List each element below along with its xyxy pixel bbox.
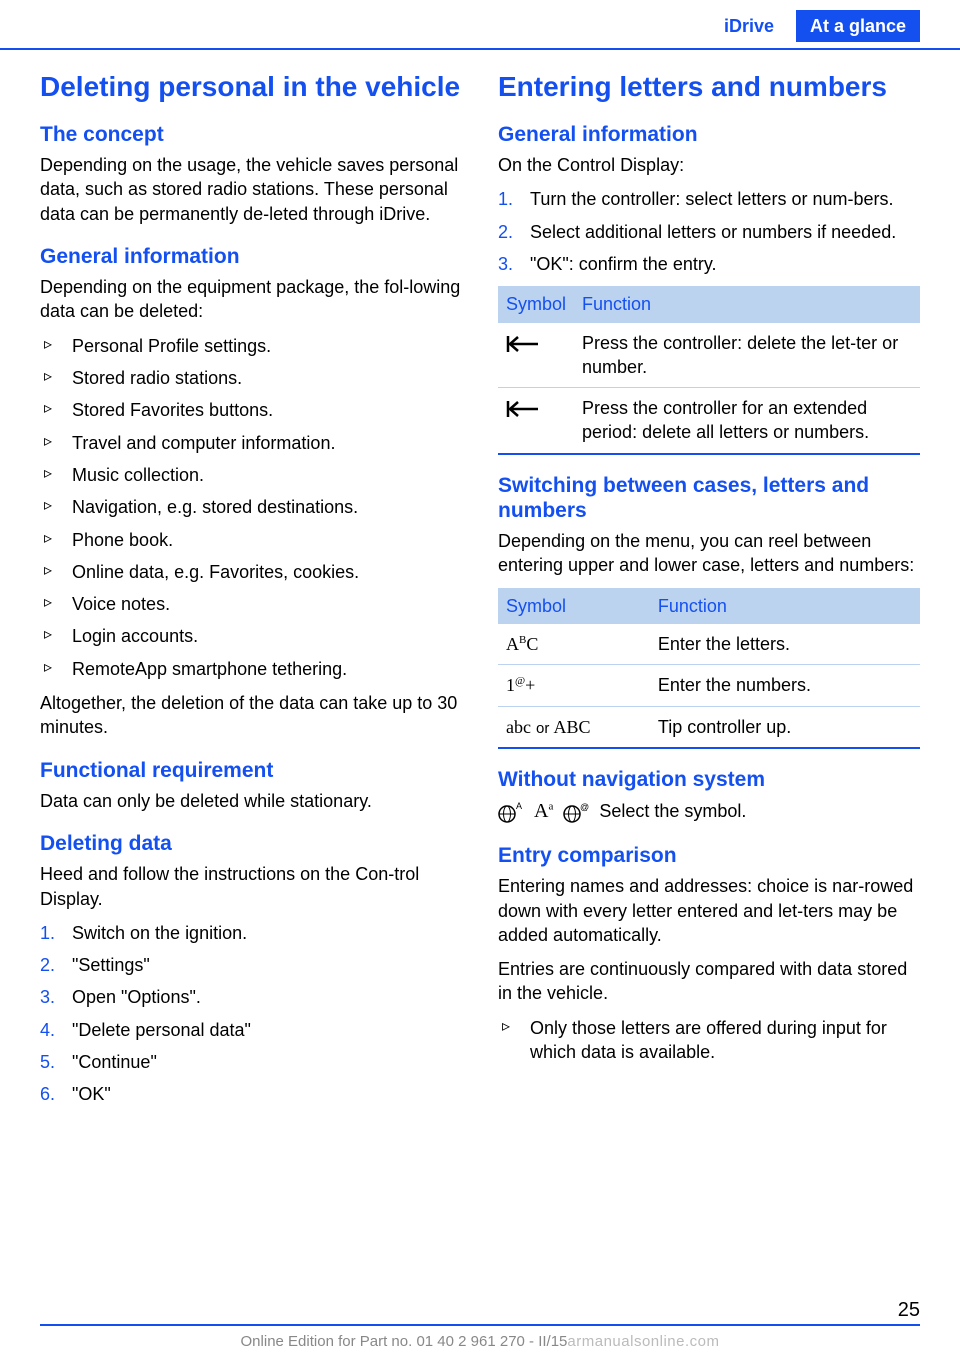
list-item: Select additional letters or numbers if …	[498, 220, 920, 244]
list-item: Navigation, e.g. stored destinations.	[40, 495, 462, 519]
table-row: 1@+ Enter the numbers.	[498, 665, 920, 706]
numbers-icon: 1@+	[506, 675, 535, 695]
abc-caps-icon: ABC	[554, 717, 591, 737]
list-item: Only those letters are offered during in…	[498, 1016, 920, 1065]
cell-function: Press the controller for an extended per…	[574, 388, 920, 454]
footer-rule	[40, 1324, 920, 1326]
list-item: Personal Profile settings.	[40, 334, 462, 358]
p-funcreq: Data can only be deleted while stationar…	[40, 789, 462, 813]
bullet-list-entrycomp: Only those letters are offered during in…	[498, 1016, 920, 1065]
globe-a-icon: A	[498, 801, 524, 823]
list-item: "OK"	[40, 1082, 462, 1106]
list-item: Stored Favorites buttons.	[40, 398, 462, 422]
backspace-icon	[506, 399, 540, 419]
list-item: "Delete personal data"	[40, 1018, 462, 1042]
list-item: Login accounts.	[40, 624, 462, 648]
list-item: Switch on the ignition.	[40, 921, 462, 945]
list-item: "Continue"	[40, 1050, 462, 1074]
table-row: Press the controller: delete the let‐ter…	[498, 323, 920, 388]
globe-at-icon: @	[563, 801, 589, 823]
cell-symbol	[498, 388, 574, 454]
list-item: Voice notes.	[40, 592, 462, 616]
ordered-list-entry-steps: Turn the controller: select letters or n…	[498, 187, 920, 276]
table-row: ABC Enter the letters.	[498, 624, 920, 665]
backspace-icon	[506, 334, 540, 354]
svg-text:@: @	[580, 802, 589, 812]
cell-function: Tip controller up.	[650, 706, 920, 748]
list-item: "OK": confirm the entry.	[498, 252, 920, 276]
header-tab-chapter: At a glance	[796, 10, 920, 42]
p-concept: Depending on the usage, the vehicle save…	[40, 153, 462, 226]
abc-upper-icon: ABC	[506, 634, 538, 654]
right-column: Entering letters and numbers General inf…	[498, 70, 920, 1116]
ordered-list-delete-steps: Switch on the ignition. "Settings" Open …	[40, 921, 462, 1107]
table-row: abc or ABC Tip controller up.	[498, 706, 920, 748]
cell-function: Press the controller: delete the let‐ter…	[574, 323, 920, 388]
header-rule	[0, 48, 960, 50]
p-entrycomp-1: Entering names and addresses: choice is …	[498, 874, 920, 947]
table-case-symbols: Symbol Function ABC Enter the letters. 1…	[498, 588, 920, 749]
list-item: Open "Options".	[40, 985, 462, 1009]
h2-entry-comparison: Entry comparison	[498, 843, 920, 868]
th-symbol: Symbol	[498, 286, 574, 322]
h2-functional-requirement: Functional requirement	[40, 758, 462, 783]
h2-general-information-r: General information	[498, 122, 920, 147]
list-item: Travel and computer information.	[40, 431, 462, 455]
h1-deleting-personal: Deleting personal in the vehicle	[40, 70, 462, 104]
list-item: RemoteApp smartphone tethering.	[40, 657, 462, 681]
cell-symbol: ABC	[498, 624, 650, 665]
list-item: Stored radio stations.	[40, 366, 462, 390]
a-superscript-a-icon: Aa	[534, 798, 553, 825]
list-item: Music collection.	[40, 463, 462, 487]
page-number: 25	[40, 1297, 920, 1324]
p-switching: Depending on the menu, you can reel betw…	[498, 529, 920, 578]
svg-text:A: A	[516, 801, 522, 811]
cell-function: Enter the numbers.	[650, 665, 920, 706]
list-item: "Settings"	[40, 953, 462, 977]
p-geninfo-r: On the Control Display:	[498, 153, 920, 177]
select-symbol-label: Select the symbol.	[599, 799, 746, 823]
h2-general-information: General information	[40, 244, 462, 269]
footer-watermark: armanualsonline.com	[567, 1333, 719, 1350]
cell-function: Enter the letters.	[650, 624, 920, 665]
or-text: or	[536, 720, 554, 737]
table-delete-symbols: Symbol Function Press the controller: de…	[498, 286, 920, 454]
h2-without-navigation: Without navigation system	[498, 767, 920, 792]
table-row: Press the controller for an extended per…	[498, 388, 920, 454]
th-symbol: Symbol	[498, 588, 650, 624]
select-symbol-row: A Aa @ Select the symbol.	[498, 798, 920, 825]
h2-switching-cases: Switching between cases, letters and num…	[498, 473, 920, 523]
th-function: Function	[574, 286, 920, 322]
h2-deleting-data: Deleting data	[40, 831, 462, 856]
header-tab-section: iDrive	[724, 14, 774, 38]
p-entrycomp-2: Entries are continuously compared with d…	[498, 957, 920, 1006]
footer-edition-line: Online Edition for Part no. 01 40 2 961 …	[241, 1333, 568, 1350]
p-geninfo: Depending on the equipment package, the …	[40, 275, 462, 324]
header-bar: iDrive At a glance	[0, 0, 960, 48]
th-function: Function	[650, 588, 920, 624]
p-after-bullets: Altogether, the deletion of the data can…	[40, 691, 462, 740]
h2-the-concept: The concept	[40, 122, 462, 147]
bullet-list-deletables: Personal Profile settings. Stored radio …	[40, 334, 462, 681]
left-column: Deleting personal in the vehicle The con…	[40, 70, 462, 1116]
list-item: Turn the controller: select letters or n…	[498, 187, 920, 211]
cell-symbol: abc or ABC	[498, 706, 650, 748]
abc-lower-icon: abc	[506, 717, 531, 737]
p-deldata: Heed and follow the instructions on the …	[40, 862, 462, 911]
page-content: Deleting personal in the vehicle The con…	[0, 70, 960, 1116]
list-item: Online data, e.g. Favorites, cookies.	[40, 560, 462, 584]
page-footer: 25 Online Edition for Part no. 01 40 2 9…	[0, 1297, 960, 1352]
cell-symbol	[498, 323, 574, 388]
h1-entering-letters: Entering letters and numbers	[498, 70, 920, 104]
list-item: Phone book.	[40, 528, 462, 552]
cell-symbol: 1@+	[498, 665, 650, 706]
